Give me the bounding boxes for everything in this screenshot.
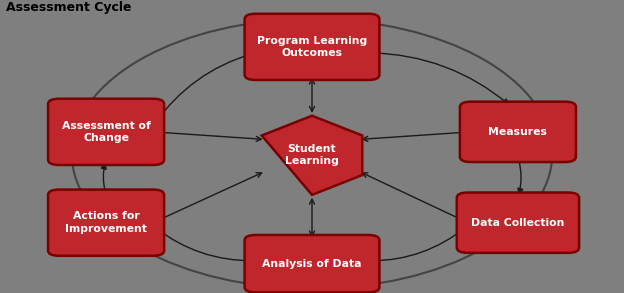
Text: Actions for
Improvement: Actions for Improvement bbox=[65, 212, 147, 234]
FancyBboxPatch shape bbox=[48, 99, 164, 165]
FancyBboxPatch shape bbox=[48, 190, 164, 256]
FancyBboxPatch shape bbox=[460, 102, 576, 162]
Text: Assessment Cycle: Assessment Cycle bbox=[6, 1, 132, 14]
FancyBboxPatch shape bbox=[457, 193, 579, 253]
FancyBboxPatch shape bbox=[245, 235, 379, 292]
Polygon shape bbox=[261, 116, 363, 195]
Text: Analysis of Data: Analysis of Data bbox=[262, 259, 362, 269]
Text: Program Learning
Outcomes: Program Learning Outcomes bbox=[257, 36, 367, 58]
Text: Measures: Measures bbox=[489, 127, 547, 137]
Text: Student
Learning: Student Learning bbox=[285, 144, 339, 166]
Text: Assessment of
Change: Assessment of Change bbox=[62, 121, 150, 143]
FancyBboxPatch shape bbox=[245, 14, 379, 80]
Text: Data Collection: Data Collection bbox=[471, 218, 565, 228]
